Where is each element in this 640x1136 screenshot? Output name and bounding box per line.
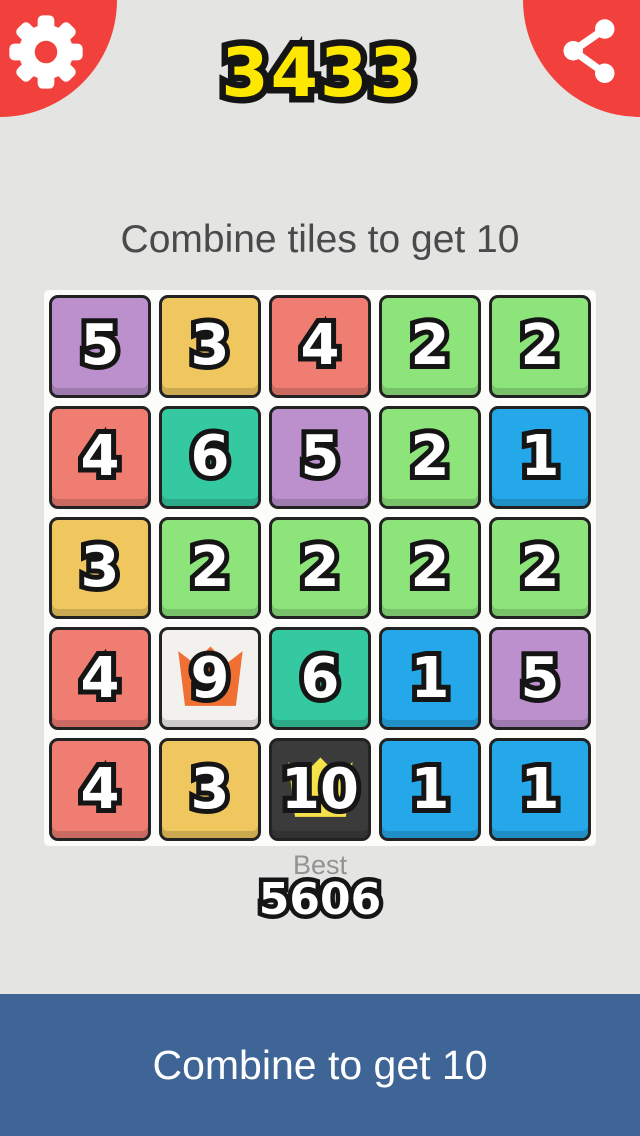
tile-value: 3: [190, 756, 230, 822]
tile-value: 1: [520, 424, 560, 490]
tile-r2c1[interactable]: 4 4: [49, 405, 151, 509]
tile-value: 2: [190, 534, 230, 600]
tile-value: 2: [410, 313, 450, 379]
tile-value: 1: [520, 756, 560, 822]
tile-r4c5[interactable]: 5 5: [489, 627, 591, 731]
tile-value: 2: [410, 424, 450, 490]
score-value: 3433: [221, 34, 419, 113]
best-score-outline: 5606: [254, 873, 386, 926]
tile-r1c1[interactable]: 5 5: [49, 295, 151, 398]
tile-r2c3[interactable]: 5 5: [269, 405, 371, 509]
tile-value: 5: [80, 313, 120, 379]
tile-value: 2: [520, 534, 560, 600]
tile-r2c2[interactable]: 6 6: [159, 405, 261, 509]
tile-r4c1[interactable]: 4 4: [49, 627, 151, 731]
footer-hint-button[interactable]: Combine to get 10: [0, 994, 640, 1136]
tile-r1c2[interactable]: 3 3: [159, 295, 261, 398]
tile-r1c3[interactable]: 4 4: [269, 295, 371, 398]
tile-value: 3: [80, 534, 120, 600]
tile-r3c3[interactable]: 2 2: [269, 516, 371, 620]
tile-value: 6: [300, 645, 340, 711]
crown-icon: [177, 646, 243, 706]
tile-value: 4: [80, 756, 120, 822]
tile-r1c4[interactable]: 2 2: [379, 295, 481, 398]
score-display: 3433 3433: [0, 33, 640, 114]
score-outline: 3433: [215, 33, 423, 114]
tile-r3c1[interactable]: 3 3: [49, 516, 151, 620]
tile-value: 1: [410, 756, 450, 822]
tile-value: 9: [190, 645, 230, 711]
tile-r4c4[interactable]: 1 1: [379, 627, 481, 731]
tile-value: 6: [190, 424, 230, 490]
tile-value: 4: [80, 424, 120, 490]
tile-r4c3[interactable]: 6 6: [269, 627, 371, 731]
tile-r3c2[interactable]: 2 2: [159, 516, 261, 620]
tile-value: 5: [300, 424, 340, 490]
tile-value: 4: [80, 645, 120, 711]
gear-icon: [9, 15, 83, 89]
tile-r5c3[interactable]: 10 10: [269, 738, 371, 841]
crown-icon: [287, 757, 353, 817]
tile-r5c1[interactable]: 4 4: [49, 738, 151, 841]
tile-value: 2: [300, 534, 340, 600]
best-score-value: 5606: [258, 874, 382, 925]
tile-value: 2: [520, 313, 560, 379]
best-label: Best: [292, 850, 348, 880]
tile-value: 2: [410, 534, 450, 600]
tile-r5c4[interactable]: 1 1: [379, 738, 481, 841]
game-board: 5 5 3 3 4 4 2 2 2 2 4 4: [44, 290, 596, 846]
tile-value: 4: [300, 313, 340, 379]
tile-value: 5: [520, 645, 560, 711]
tile-value: 3: [190, 313, 230, 379]
tile-r5c2[interactable]: 3 3: [159, 738, 261, 841]
tile-r1c5[interactable]: 2 2: [489, 295, 591, 398]
share-icon: [563, 19, 615, 83]
tile-value: 10: [281, 756, 359, 822]
tile-value: 1: [410, 645, 450, 711]
tile-r5c5[interactable]: 1 1: [489, 738, 591, 841]
best-score: 5606 5606: [0, 873, 640, 926]
tile-r2c4[interactable]: 2 2: [379, 405, 481, 509]
instruction-text: Combine tiles to get 10: [120, 218, 520, 261]
tile-r3c5[interactable]: 2 2: [489, 516, 591, 620]
tile-r2c5[interactable]: 1 1: [489, 405, 591, 509]
tile-r3c4[interactable]: 2 2: [379, 516, 481, 620]
tile-r4c2[interactable]: 9 9: [159, 627, 261, 731]
